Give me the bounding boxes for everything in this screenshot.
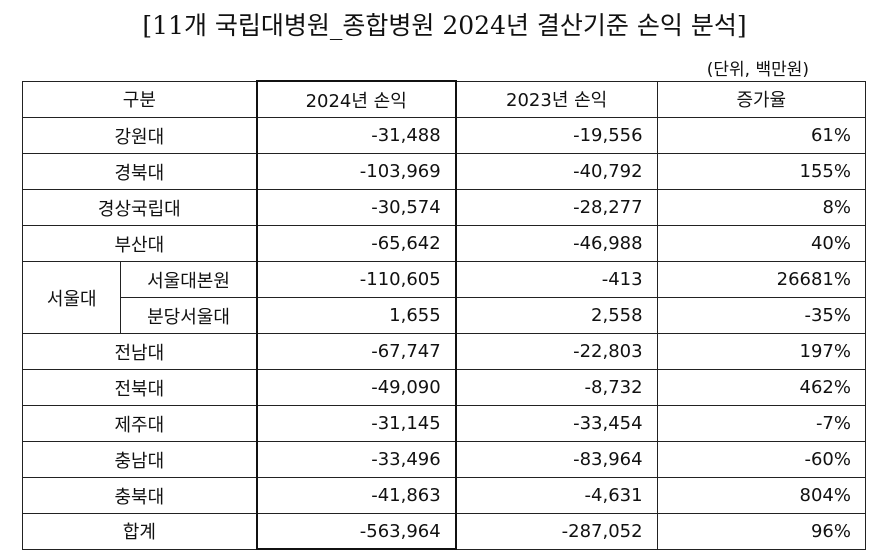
table-row: 서울대 서울대본원 -110,605 -413 26681%: [21, 261, 867, 334]
row-name: 강원대: [21, 117, 258, 154]
unit-label: (단위, 백만원): [706, 60, 809, 80]
cell-growth: -60%: [656, 441, 867, 478]
cell-2024: -41,863: [255, 477, 457, 514]
table-header-row: 구분 2024년 손익 2023년 손익 증가율: [21, 80, 867, 118]
table-row: 충남대 -33,496 -83,964 -60%: [21, 441, 867, 478]
cell-2024: -33,496: [255, 441, 457, 478]
table-row: 충북대 -41,863 -4,631 804%: [21, 477, 867, 514]
cell-growth: -7%: [656, 405, 867, 442]
table-row: 경북대 -103,969 -40,792 155%: [21, 153, 867, 190]
cell-growth: 462%: [656, 369, 867, 406]
table-row: 부산대 -65,642 -46,988 40%: [21, 225, 867, 262]
cell-growth: 155%: [656, 153, 867, 190]
cell-2024: -103,969: [255, 153, 457, 190]
cell-growth: -35%: [656, 297, 867, 334]
cell-growth: 26681%: [656, 261, 867, 298]
row-name: 충북대: [21, 477, 258, 514]
row-name: 서울대본원: [120, 261, 258, 298]
header-growth: 증가율: [656, 80, 867, 118]
cell-2023: -4,631: [455, 477, 658, 514]
row-name: 제주대: [21, 405, 258, 442]
cell-2023: -28,277: [455, 189, 658, 226]
cell-growth: 61%: [656, 117, 867, 154]
cell-2023: -46,988: [455, 225, 658, 262]
table-row: 분당서울대 1,655 2,558 -35%: [23, 297, 867, 334]
cell-2024: -30,574: [255, 189, 457, 226]
cell-2023: -19,556: [455, 117, 658, 154]
table-row: 전북대 -49,090 -8,732 462%: [21, 369, 867, 406]
row-group-name: 서울대: [21, 261, 122, 334]
row-name: 전북대: [21, 369, 258, 406]
row-name: 충남대: [21, 441, 258, 478]
header-category: 구분: [21, 80, 258, 118]
header-2023: 2023년 손익: [455, 80, 658, 118]
table-row: 강원대 -31,488 -19,556 61%: [21, 117, 867, 154]
cell-2023: -40,792: [455, 153, 658, 190]
total-growth: 96%: [656, 513, 867, 550]
cell-2023: -83,964: [455, 441, 658, 478]
row-name: 분당서울대: [120, 297, 258, 334]
row-name: 경북대: [21, 153, 258, 190]
cell-2023: -33,454: [455, 405, 658, 442]
page-title: [11개 국립대병원_종합병원 2024년 결산기준 손익 분석]: [142, 11, 747, 40]
cell-2024: -49,090: [255, 369, 457, 406]
total-2023: -287,052: [455, 513, 658, 550]
cell-growth: 8%: [656, 189, 867, 226]
cell-2024: -31,488: [255, 117, 457, 154]
cell-2024: -110,605: [255, 261, 457, 298]
table-row: 전남대 -67,747 -22,803 197%: [21, 333, 867, 370]
total-2024: -563,964: [255, 513, 457, 550]
cell-2023: -8,732: [455, 369, 658, 406]
total-row: 합계 -563,964 -287,052 96%: [21, 513, 867, 550]
cell-2023: -22,803: [455, 333, 658, 370]
cell-2024: -67,747: [255, 333, 457, 370]
row-name: 전남대: [21, 333, 258, 370]
total-label: 합계: [21, 513, 258, 550]
cell-2023: -413: [455, 261, 658, 298]
cell-growth: 197%: [656, 333, 867, 370]
cell-2024: -31,145: [255, 405, 457, 442]
cell-2024: 1,655: [255, 297, 457, 334]
table-row: 경상국립대 -30,574 -28,277 8%: [21, 189, 867, 226]
cell-growth: 804%: [656, 477, 867, 514]
cell-2023: 2,558: [455, 297, 658, 334]
profit-loss-table: 구분 2024년 손익 2023년 손익 증가율 강원대 -31,488 -19…: [21, 80, 867, 550]
row-name: 부산대: [21, 225, 258, 262]
table-row: 제주대 -31,145 -33,454 -7%: [21, 405, 867, 442]
row-name: 경상국립대: [21, 189, 258, 226]
cell-growth: 40%: [656, 225, 867, 262]
header-2024: 2024년 손익: [255, 80, 457, 118]
cell-2024: -65,642: [255, 225, 457, 262]
